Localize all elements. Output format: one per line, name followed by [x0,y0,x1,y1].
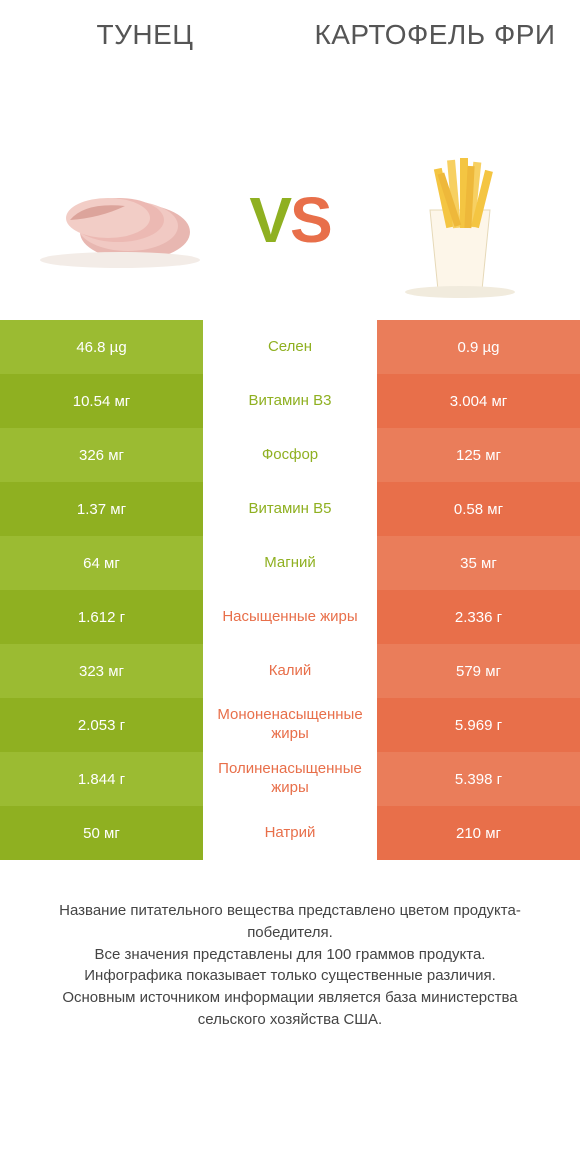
table-row: 50 мгНатрий210 мг [0,806,580,860]
nutrient-table: 46.8 µgСелен0.9 µg10.54 мгВитамин B33.00… [0,320,580,860]
value-right: 0.9 µg [377,320,580,374]
nutrient-name: Натрий [203,806,377,860]
value-right: 5.398 г [377,752,580,806]
table-row: 2.053 гМононенасыщенные жиры5.969 г [0,698,580,752]
table-row: 10.54 мгВитамин B33.004 мг [0,374,580,428]
table-row: 1.612 гНасыщенные жиры2.336 г [0,590,580,644]
nutrient-name: Селен [203,320,377,374]
nutrient-name: Витамин B3 [203,374,377,428]
footer-line-2: Все значения представлены для 100 граммо… [30,944,550,966]
value-left: 323 мг [0,644,203,698]
value-right: 210 мг [377,806,580,860]
nutrient-name: Мононенасыщенные жиры [203,698,377,752]
nutrient-name: Калий [203,644,377,698]
table-row: 1.844 гПолиненасыщенные жиры5.398 г [0,752,580,806]
nutrient-name: Витамин B5 [203,482,377,536]
header-left: ТУНЕЦ [0,18,290,52]
vs-s: S [290,184,331,256]
tuna-image [30,140,210,300]
value-left: 1.37 мг [0,482,203,536]
fries-image [370,140,550,300]
vs-badge: VS [249,183,330,257]
nutrient-name: Магний [203,536,377,590]
table-row: 64 мгМагний35 мг [0,536,580,590]
vs-v: V [249,184,290,256]
value-left: 1.844 г [0,752,203,806]
nutrient-name: Полиненасыщенные жиры [203,752,377,806]
header-right: КАРТОФЕЛЬ ФРИ [290,18,580,52]
images-row: VS [0,120,580,320]
value-left: 46.8 µg [0,320,203,374]
value-right: 5.969 г [377,698,580,752]
nutrient-name: Насыщенные жиры [203,590,377,644]
table-row: 46.8 µgСелен0.9 µg [0,320,580,374]
value-right: 0.58 мг [377,482,580,536]
value-right: 125 мг [377,428,580,482]
footer: Название питательного вещества представл… [0,860,580,1051]
value-right: 2.336 г [377,590,580,644]
value-right: 579 мг [377,644,580,698]
value-left: 10.54 мг [0,374,203,428]
footer-line-4: Основным источником информации является … [30,987,550,1031]
table-row: 326 мгФосфор125 мг [0,428,580,482]
footer-line-3: Инфографика показывает только существенн… [30,965,550,987]
value-right: 3.004 мг [377,374,580,428]
footer-line-1: Название питательного вещества представл… [30,900,550,944]
value-right: 35 мг [377,536,580,590]
value-left: 326 мг [0,428,203,482]
value-left: 2.053 г [0,698,203,752]
header: ТУНЕЦ КАРТОФЕЛЬ ФРИ [0,0,580,120]
table-row: 1.37 мгВитамин B50.58 мг [0,482,580,536]
value-left: 50 мг [0,806,203,860]
value-left: 64 мг [0,536,203,590]
nutrient-name: Фосфор [203,428,377,482]
table-row: 323 мгКалий579 мг [0,644,580,698]
value-left: 1.612 г [0,590,203,644]
